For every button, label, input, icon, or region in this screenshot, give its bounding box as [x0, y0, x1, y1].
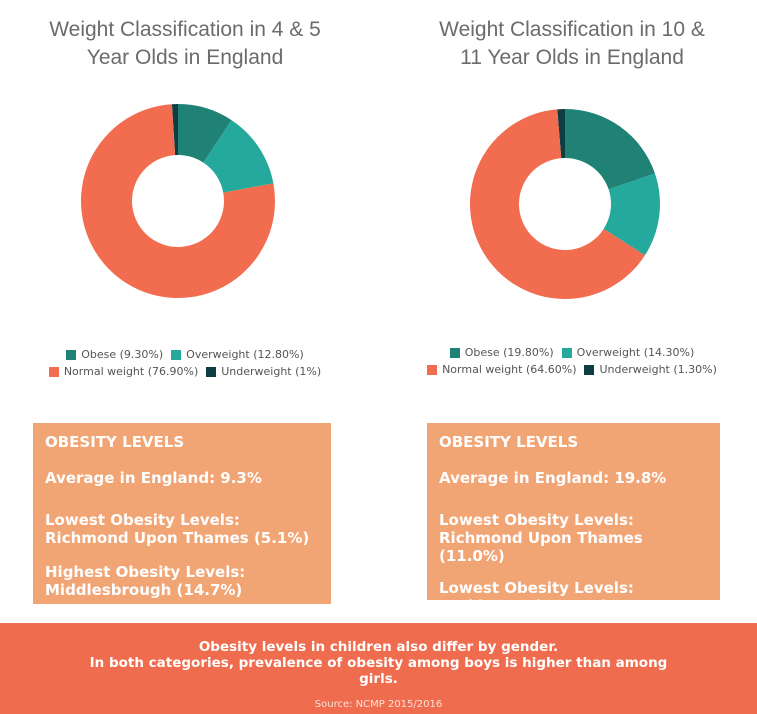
legend-item-obese: Obese (9.30%) — [66, 348, 163, 361]
legend-item-underweight: Underweight (1%) — [206, 365, 321, 378]
legend-item-overweight: Overweight (12.80%) — [171, 348, 304, 361]
legend-item-normal-weight: Normal weight (64.60%) — [427, 363, 576, 376]
slice-normal-weight — [80, 104, 275, 298]
legend-label: Overweight (14.30%) — [576, 346, 695, 359]
lowest-label: Lowest Obesity Levels: — [45, 511, 240, 529]
slice-obese — [178, 104, 232, 163]
highest-label: Lowest Obesity Levels: — [439, 579, 634, 597]
legend-swatch — [66, 349, 77, 360]
info-heading: OBESITY LEVELS — [439, 433, 579, 451]
gender-note-banner: Obesity levels in children also differ b… — [0, 623, 757, 714]
average-text: Average in England: 9.3% — [45, 469, 262, 487]
legend-swatch — [584, 364, 595, 375]
legend-item-underweight: Underweight (1.30%) — [584, 363, 717, 376]
slice-overweight — [203, 120, 274, 193]
legend-label: Overweight (12.80%) — [186, 348, 304, 361]
chart-title: Weight Classification in 4 & 5 Year Olds… — [0, 16, 370, 72]
obesity-info-box-4-5: OBESITY LEVELS Average in England: 9.3% … — [33, 423, 331, 604]
slice-overweight — [603, 173, 660, 256]
legend-item-obese: Obese (19.80%) — [449, 346, 554, 359]
slice-obese — [565, 109, 655, 190]
legend-row: Normal weight (64.60%) Underweight (1.30%… — [387, 363, 757, 376]
legend-label: Obese (9.30%) — [81, 348, 164, 361]
chart-title-line-1: Weight Classification in 4 & 5 — [49, 18, 321, 41]
lowest-label: Lowest Obesity Levels: — [439, 511, 634, 529]
legend-swatch — [171, 349, 182, 360]
slice-underweight — [557, 109, 565, 159]
banner-line-2: In both categories, prevalence of obesit… — [89, 655, 668, 671]
source-note: Source: NCMP 2015/2016 — [314, 699, 443, 710]
legend-label: Underweight (1%) — [221, 365, 322, 378]
info-heading: OBESITY LEVELS — [45, 433, 185, 451]
legend-label: Normal weight (76.90%) — [63, 365, 199, 378]
donut-chart — [470, 109, 660, 299]
chart-legend: Obese (9.30%) Overweight (12.80%) Normal w… — [0, 348, 370, 382]
chart-panel-age-4-5: Weight Classification in 4 & 5 Year Olds… — [0, 0, 370, 400]
slice-underweight — [171, 104, 178, 156]
highest-value: Middlesbrough (14.7%) — [45, 581, 243, 599]
obesity-info-box-10-11: OBESITY LEVELS Average in England: 19.8%… — [427, 423, 720, 633]
lowest-value: Richmond Upon Thames (5.1%) — [45, 529, 310, 547]
legend-item-overweight: Overweight (14.30%) — [561, 346, 695, 359]
lowest-value: Richmond Upon Thames (11.0%) — [439, 529, 643, 565]
chart-panel-age-10-11: Weight Classification in 10 & 11 Year Ol… — [387, 0, 757, 400]
banner-line-1: Obesity levels in children also differ b… — [198, 639, 559, 655]
slice-normal-weight — [470, 109, 645, 299]
legend-item-normal-weight: Normal weight (76.90%) — [48, 365, 199, 378]
legend-row: Obese (9.30%) Overweight (12.80%) — [0, 348, 370, 361]
legend-swatch — [206, 366, 217, 377]
donut-chart — [80, 104, 275, 298]
legend-row: Obese (19.80%) Overweight (14.30%) — [387, 346, 757, 359]
legend-swatch — [449, 347, 460, 358]
legend-swatch — [427, 364, 438, 375]
legend-row: Normal weight (76.90%) Underweight (1%) — [0, 365, 370, 378]
banner-line-3: girls. — [359, 671, 398, 687]
chart-legend: Obese (19.80%) Overweight (14.30%) Normal … — [387, 346, 757, 380]
legend-swatch — [48, 366, 59, 377]
legend-label: Underweight (1.30%) — [599, 363, 717, 376]
highest-label: Highest Obesity Levels: — [45, 563, 246, 581]
chart-title-line-2: 11 Year Olds in England — [460, 46, 684, 69]
chart-title-line-1: Weight Classification in 10 & — [439, 18, 705, 41]
average-text: Average in England: 19.8% — [439, 469, 667, 487]
legend-label: Normal weight (64.60%) — [442, 363, 577, 376]
legend-label: Obese (19.80%) — [464, 346, 554, 359]
legend-swatch — [561, 347, 572, 358]
chart-title-line-2: Year Olds in England — [86, 46, 284, 69]
chart-title: Weight Classification in 10 & 11 Year Ol… — [387, 16, 757, 72]
